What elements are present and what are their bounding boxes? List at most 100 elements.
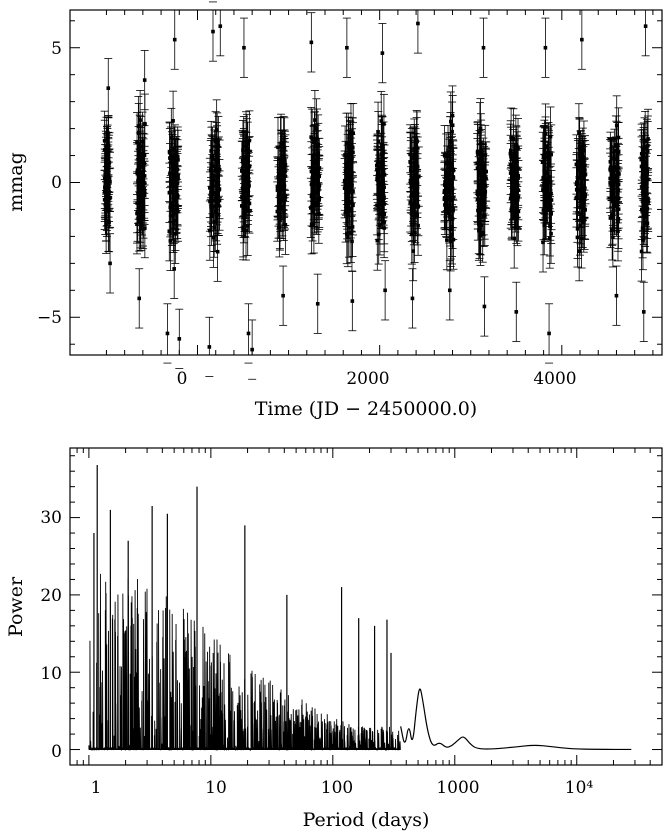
lc-ytick-label-1: 0 bbox=[51, 173, 62, 193]
data-point bbox=[174, 164, 179, 168]
data-point bbox=[380, 186, 385, 190]
data-point bbox=[376, 129, 380, 134]
data-point bbox=[416, 223, 420, 228]
data-point bbox=[349, 165, 353, 170]
data-point bbox=[171, 119, 175, 123]
data-point bbox=[608, 176, 612, 181]
data-point bbox=[167, 229, 172, 234]
data-point bbox=[449, 162, 454, 166]
data-point bbox=[211, 29, 215, 34]
data-point bbox=[346, 235, 350, 239]
data-point bbox=[451, 208, 456, 212]
data-point bbox=[348, 157, 353, 162]
data-point bbox=[216, 166, 220, 170]
periodogram-ticks bbox=[69, 448, 663, 765]
data-point bbox=[541, 208, 546, 212]
data-point bbox=[170, 162, 175, 166]
data-point bbox=[279, 142, 283, 146]
data-point bbox=[349, 231, 353, 235]
data-point bbox=[211, 235, 216, 240]
data-point bbox=[641, 238, 645, 242]
data-point bbox=[415, 186, 420, 190]
data-point bbox=[541, 176, 545, 180]
data-point bbox=[444, 205, 448, 209]
data-point bbox=[574, 187, 579, 192]
data-point bbox=[215, 202, 220, 206]
data-point bbox=[541, 153, 546, 158]
data-point bbox=[448, 227, 453, 232]
data-point bbox=[582, 217, 587, 222]
data-point bbox=[543, 186, 548, 191]
data-point bbox=[481, 45, 486, 50]
data-point bbox=[349, 162, 354, 167]
data-point bbox=[511, 157, 516, 161]
data-point bbox=[641, 163, 645, 167]
data-point bbox=[376, 232, 381, 237]
data-point bbox=[381, 170, 386, 174]
data-point bbox=[175, 154, 180, 159]
data-point bbox=[442, 153, 447, 158]
data-point bbox=[317, 211, 321, 216]
data-point bbox=[247, 138, 252, 143]
data-point bbox=[478, 126, 483, 131]
data-point bbox=[514, 194, 518, 199]
data-point bbox=[281, 168, 286, 173]
data-point bbox=[446, 160, 451, 164]
data-point bbox=[582, 187, 587, 191]
data-point bbox=[577, 145, 582, 149]
data-point bbox=[351, 189, 355, 194]
data-point bbox=[282, 145, 287, 150]
data-point bbox=[515, 214, 520, 218]
data-point bbox=[448, 214, 452, 219]
pg-xtick-label-4: 10⁴ bbox=[565, 778, 594, 798]
data-point bbox=[102, 139, 107, 143]
data-point bbox=[639, 249, 644, 254]
data-point bbox=[309, 135, 313, 139]
data-point bbox=[141, 206, 146, 211]
data-point bbox=[411, 192, 416, 196]
data-point bbox=[106, 145, 111, 149]
data-point bbox=[172, 196, 176, 201]
data-point bbox=[475, 150, 480, 155]
data-point bbox=[216, 204, 221, 208]
data-point bbox=[276, 206, 281, 211]
data-point bbox=[103, 172, 107, 176]
data-point bbox=[345, 207, 349, 212]
data-point bbox=[482, 304, 487, 309]
data-point bbox=[244, 228, 248, 233]
data-point bbox=[481, 186, 486, 191]
data-point bbox=[580, 37, 584, 42]
data-point bbox=[278, 217, 282, 221]
data-point bbox=[216, 144, 221, 148]
data-point bbox=[142, 192, 147, 197]
data-point bbox=[581, 220, 586, 225]
data-point bbox=[242, 45, 246, 50]
data-point bbox=[546, 175, 551, 179]
data-point bbox=[645, 149, 650, 153]
data-point bbox=[516, 209, 521, 214]
data-point bbox=[643, 24, 648, 28]
data-point bbox=[212, 198, 217, 203]
data-point bbox=[375, 167, 379, 172]
data-point bbox=[169, 203, 173, 208]
data-point bbox=[168, 239, 173, 243]
data-point bbox=[610, 213, 614, 218]
data-point bbox=[245, 224, 250, 228]
data-point bbox=[443, 198, 448, 202]
data-point bbox=[382, 122, 386, 126]
data-point bbox=[445, 185, 449, 190]
data-point bbox=[246, 165, 251, 169]
data-point bbox=[582, 148, 586, 153]
data-point bbox=[447, 288, 452, 293]
data-point bbox=[412, 231, 417, 235]
data-point bbox=[312, 201, 317, 206]
data-point bbox=[575, 210, 580, 215]
data-point bbox=[169, 136, 174, 140]
data-point bbox=[280, 161, 284, 166]
data-point bbox=[451, 176, 456, 180]
data-point bbox=[379, 191, 384, 196]
data-point bbox=[408, 160, 413, 165]
data-point bbox=[577, 131, 581, 136]
data-point bbox=[143, 226, 147, 230]
